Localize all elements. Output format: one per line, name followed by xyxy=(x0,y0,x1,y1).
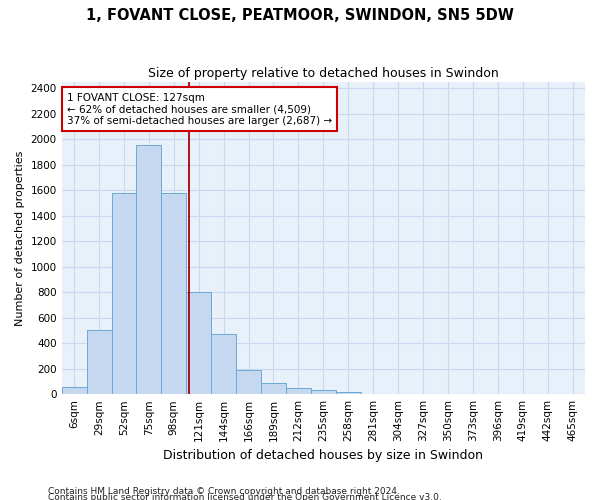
Text: 1 FOVANT CLOSE: 127sqm
← 62% of detached houses are smaller (4,509)
37% of semi-: 1 FOVANT CLOSE: 127sqm ← 62% of detached… xyxy=(67,92,332,126)
Y-axis label: Number of detached properties: Number of detached properties xyxy=(15,150,25,326)
Bar xyxy=(62,386,86,394)
Bar xyxy=(261,382,286,394)
Bar xyxy=(211,334,236,394)
Bar xyxy=(112,192,136,394)
Text: 1, FOVANT CLOSE, PEATMOOR, SWINDON, SN5 5DW: 1, FOVANT CLOSE, PEATMOOR, SWINDON, SN5 … xyxy=(86,8,514,22)
Bar xyxy=(236,370,261,394)
Bar xyxy=(336,392,361,394)
X-axis label: Distribution of detached houses by size in Swindon: Distribution of detached houses by size … xyxy=(163,450,484,462)
Bar xyxy=(311,390,336,394)
Bar xyxy=(136,146,161,394)
Bar xyxy=(161,192,186,394)
Title: Size of property relative to detached houses in Swindon: Size of property relative to detached ho… xyxy=(148,68,499,80)
Bar xyxy=(286,388,311,394)
Bar xyxy=(186,292,211,394)
Bar xyxy=(86,330,112,394)
Text: Contains HM Land Registry data © Crown copyright and database right 2024.: Contains HM Land Registry data © Crown c… xyxy=(48,487,400,496)
Text: Contains public sector information licensed under the Open Government Licence v3: Contains public sector information licen… xyxy=(48,492,442,500)
